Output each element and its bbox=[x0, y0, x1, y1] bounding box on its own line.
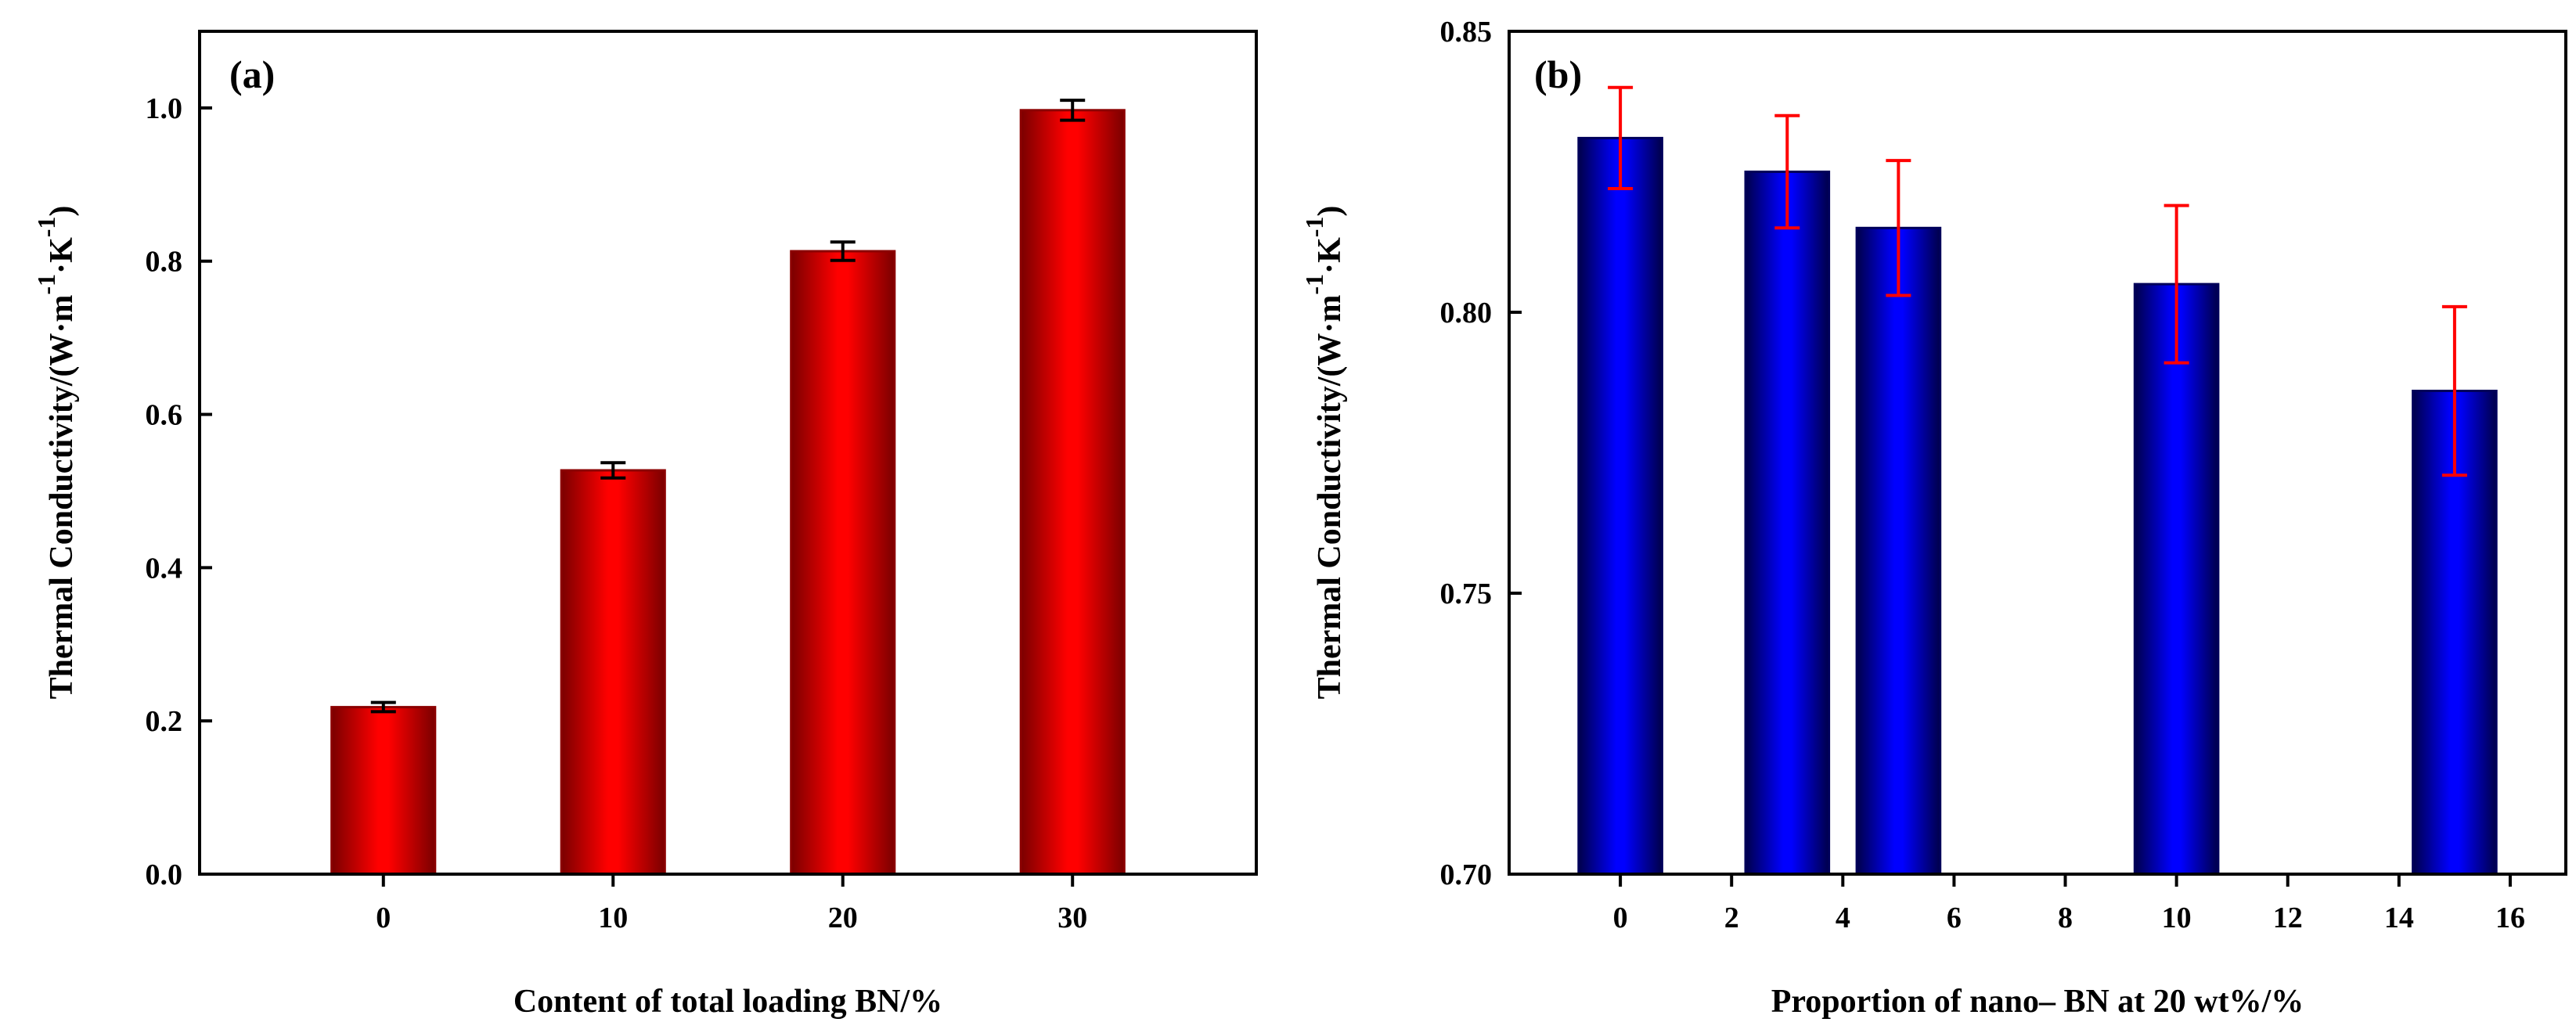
panel-a-bar-2 bbox=[790, 250, 896, 876]
panel-a: 0.0 0.2 0.4 0.6 0.8 1.0 0 10 20 30 (a) Content o… bbox=[32, 30, 1258, 1020]
panel-b-error-bar-2 bbox=[1886, 159, 1911, 297]
panel-b-yticks: 0.70 0.75 0.80 0.85 bbox=[1440, 16, 1522, 891]
panel-b-bar-1 bbox=[1744, 171, 1831, 876]
panel-a-ytick-label-5: 1.0 bbox=[146, 92, 183, 125]
panel-b-error-bar-1 bbox=[1774, 113, 1800, 230]
panel-b-ytick-label-0: 0.70 bbox=[1440, 858, 1493, 891]
panel-b-bar-3 bbox=[2133, 283, 2220, 876]
panel-a-xtick-label-1: 10 bbox=[598, 902, 628, 934]
panel-a-x-axis-title: Content of total loading BN/% bbox=[513, 984, 942, 1020]
panel-a-ytick-label-4: 0.8 bbox=[146, 246, 183, 279]
panel-b-ytick-label-1: 0.75 bbox=[1440, 578, 1493, 610]
panel-a-ytick-label-1: 0.2 bbox=[146, 705, 183, 738]
panel-a-y-axis-title: Thermal Conductivity/(W·m-1·K-1) bbox=[32, 206, 80, 700]
panel-a-error-bar-0 bbox=[370, 700, 396, 714]
panel-b-xtick-label-7: 14 bbox=[2384, 902, 2414, 934]
panel-b-y-axis-title-main: Thermal Conductivity/(W·m bbox=[1312, 295, 1348, 700]
panel-a-y-axis-title-exp2: -1 bbox=[32, 217, 60, 238]
panel-a-error-bar-3 bbox=[1060, 99, 1086, 122]
panel-b-bar-2 bbox=[1855, 226, 1942, 876]
panel-a-ytick-label-2: 0.4 bbox=[146, 552, 183, 585]
panel-b-x-axis-title: Proportion of nano– BN at 20 wt%/% bbox=[1771, 984, 2304, 1020]
panel-b-xtick-label-5: 10 bbox=[2162, 902, 2192, 934]
panel-a-frame bbox=[198, 30, 1258, 876]
panel-a-ytick-label-0: 0.0 bbox=[146, 858, 183, 891]
panel-a-marks bbox=[330, 99, 1126, 876]
panel-b-y-axis-title: Thermal Conductivity/(W·m-1·K-1) bbox=[1300, 206, 1348, 700]
panel-b-xticks: 0 2 4 6 8 10 12 14 16 bbox=[1613, 874, 2525, 934]
panel-b: 0.70 0.75 0.80 0.85 0 2 4 6 8 10 12 14 16 (b) Propo… bbox=[1300, 16, 2567, 1020]
panel-b-xtick-label-1: 2 bbox=[1724, 902, 1739, 934]
panel-b-xtick-label-4: 8 bbox=[2058, 902, 2073, 934]
panel-a-label: (a) bbox=[229, 52, 275, 96]
panel-a-ytick-label-3: 0.6 bbox=[146, 399, 183, 432]
panel-b-ytick-label-2: 0.80 bbox=[1440, 297, 1493, 329]
panel-a-xtick-label-0: 0 bbox=[376, 902, 391, 934]
panel-b-xtick-label-6: 12 bbox=[2273, 902, 2303, 934]
panel-b-ytick-label-3: 0.85 bbox=[1440, 16, 1493, 49]
panel-a-xtick-label-2: 20 bbox=[828, 902, 858, 934]
panel-a-error-bar-2 bbox=[830, 240, 856, 262]
panel-b-error-bar-0 bbox=[1608, 85, 1634, 191]
panel-a-error-bar-1 bbox=[600, 461, 626, 480]
panel-a-yticks: 0.0 0.2 0.4 0.6 0.8 1.0 bbox=[146, 92, 212, 891]
panel-b-label: (b) bbox=[1534, 52, 1582, 96]
panel-b-xtick-label-0: 0 bbox=[1613, 902, 1628, 934]
panel-b-xtick-label-2: 4 bbox=[1836, 902, 1850, 934]
panel-b-xtick-label-3: 6 bbox=[1947, 902, 1962, 934]
panel-a-y-axis-title-main: Thermal Conductivity/(W·m bbox=[44, 295, 80, 700]
panel-b-xtick-label-8: 16 bbox=[2495, 902, 2525, 934]
panel-b-y-axis-title-mid: ·K bbox=[1312, 237, 1348, 274]
panel-b-marks bbox=[1577, 85, 2498, 876]
panel-b-frame bbox=[1508, 30, 2567, 876]
panel-a-xticks: 0 10 20 30 bbox=[376, 874, 1087, 934]
panel-a-bar-0 bbox=[330, 706, 437, 876]
panel-a-y-axis-title-close: ) bbox=[44, 206, 80, 217]
panel-a-bar-3 bbox=[1019, 109, 1126, 876]
panel-b-bar-0 bbox=[1577, 136, 1663, 876]
panel-a-bar-1 bbox=[560, 469, 666, 876]
panel-b-y-axis-title-exp1: -1 bbox=[1300, 274, 1328, 295]
panel-b-error-bar-4 bbox=[2441, 304, 2467, 477]
panel-a-y-axis-title-mid: ·K bbox=[44, 237, 80, 274]
panel-a-xtick-label-3: 30 bbox=[1057, 902, 1087, 934]
panel-b-error-bar-3 bbox=[2163, 203, 2189, 365]
panel-b-y-axis-title-close: ) bbox=[1312, 206, 1348, 217]
panel-a-y-axis-title-exp1: -1 bbox=[32, 274, 60, 295]
panel-b-y-axis-title-exp2: -1 bbox=[1300, 217, 1328, 238]
